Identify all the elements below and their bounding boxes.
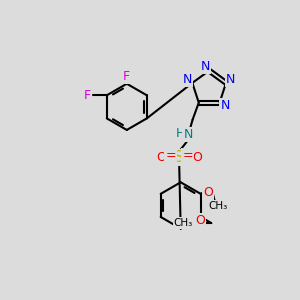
Text: N: N [226,73,235,86]
Text: N: N [220,99,230,112]
Text: =: = [182,149,193,162]
Text: O: O [157,151,166,164]
Text: F: F [123,70,130,83]
Text: N: N [183,128,193,141]
Text: O: O [192,151,202,164]
Text: O: O [203,186,213,199]
Text: CH₃: CH₃ [174,218,193,228]
Text: CH₃: CH₃ [208,201,227,211]
Text: =: = [165,149,176,162]
Text: F: F [84,89,91,102]
Text: N: N [201,59,210,73]
Text: N: N [183,73,192,86]
Text: S: S [174,150,184,165]
Text: O: O [195,214,205,226]
Text: H: H [176,127,185,140]
